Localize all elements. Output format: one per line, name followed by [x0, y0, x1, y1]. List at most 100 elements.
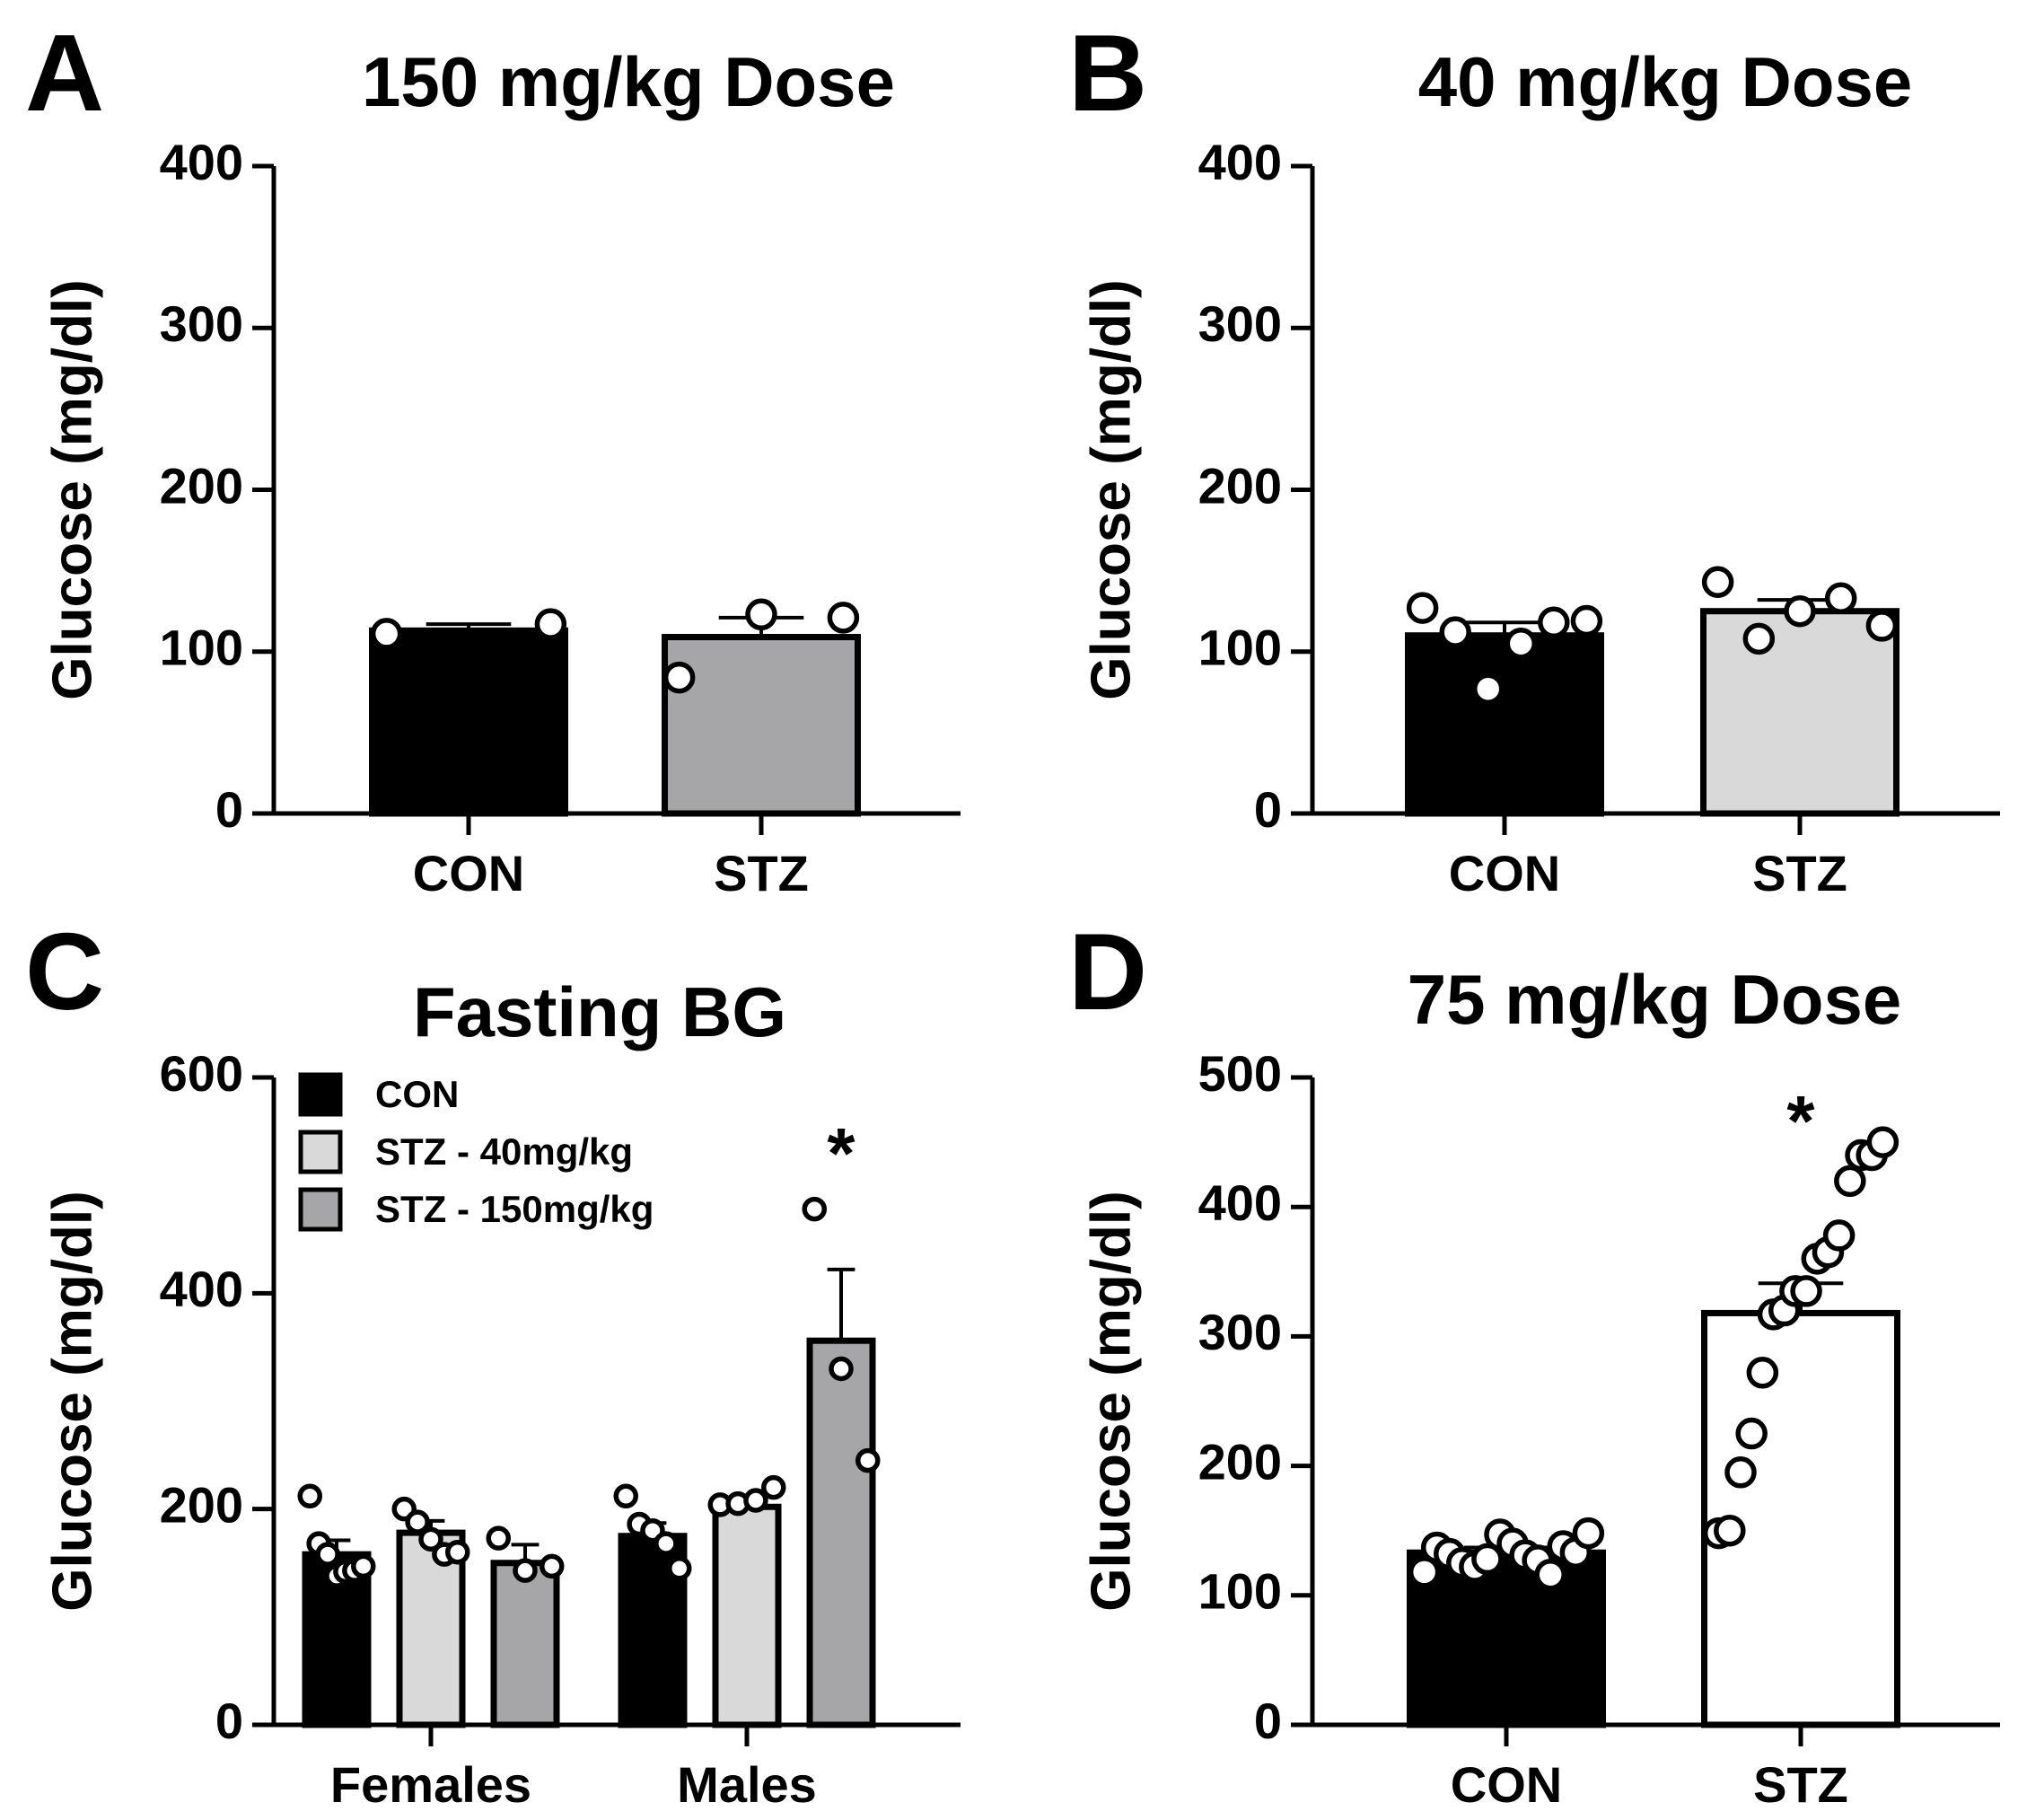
y-tick-label: 400 — [1198, 134, 1282, 190]
y-tick-label: 600 — [160, 1045, 243, 1102]
data-point — [855, 1447, 881, 1473]
bar — [806, 1337, 876, 1728]
x-tick-label: STZ — [1752, 845, 1847, 901]
panel-D: D 75 mg/kg Dose Glucose (mg/dl) 0 100 200 300 4… — [1068, 910, 2000, 1813]
y-tick-label: 200 — [160, 457, 243, 514]
x-tick-label: STZ — [714, 845, 809, 901]
data-point — [445, 1539, 470, 1565]
y-tick-label: 100 — [1198, 620, 1282, 676]
legend-swatch — [298, 1130, 343, 1174]
data-point — [1714, 1514, 1746, 1547]
data-point — [1822, 1219, 1856, 1252]
data-point — [613, 1483, 638, 1508]
y-axis-label: Glucose (mg/dl) — [1080, 279, 1142, 699]
data-point — [827, 602, 860, 634]
y-tick-label: 100 — [1198, 1563, 1282, 1620]
x-tick-label: CON — [413, 845, 524, 901]
y-tick-label: 300 — [1198, 295, 1282, 352]
y-tick-label: 300 — [160, 295, 243, 352]
bar — [712, 1503, 782, 1728]
y-tick-label: 300 — [1198, 1304, 1282, 1360]
data-point — [1534, 1558, 1566, 1591]
data-point — [1834, 1165, 1866, 1198]
y-tick-label: 400 — [1198, 1174, 1282, 1231]
y-axis-label: Glucose (mg/dl) — [41, 1191, 103, 1611]
panel-letter: B — [1068, 12, 1147, 134]
significance-asterisk: * — [827, 1113, 855, 1193]
data-point — [743, 1488, 768, 1513]
significance-asterisk: * — [1786, 1081, 1815, 1161]
y-tick-label: 400 — [160, 1261, 243, 1317]
panel-letter: A — [25, 12, 104, 134]
data-point — [315, 1542, 340, 1567]
x-tick-label: CON — [1449, 845, 1560, 901]
data-point — [1865, 610, 1899, 642]
legend-label: STZ - 40mg/kg — [375, 1130, 633, 1173]
bar — [1405, 632, 1604, 817]
data-point — [1790, 1275, 1822, 1307]
panel-letter: D — [1068, 910, 1147, 1033]
x-tick-label: STZ — [1753, 1756, 1848, 1813]
y-tick-label: 400 — [160, 134, 243, 190]
data-point — [1439, 616, 1471, 648]
chart-title: 40 mg/kg Dose — [1418, 42, 1913, 121]
data-point — [1538, 606, 1570, 639]
data-point — [667, 1556, 692, 1581]
y-tick-label: 0 — [1254, 781, 1282, 838]
legend-label: STZ - 150mg/kg — [375, 1188, 654, 1230]
data-point — [418, 1526, 443, 1552]
data-point — [745, 598, 777, 631]
y-tick-label: 500 — [1198, 1045, 1282, 1102]
data-point — [1746, 1357, 1779, 1389]
data-point — [1572, 1517, 1605, 1550]
data-point — [351, 1553, 376, 1579]
data-point — [829, 1356, 854, 1382]
data-point — [1784, 594, 1816, 628]
legend-swatch — [298, 1187, 343, 1232]
chart-title: Fasting BG — [413, 972, 786, 1051]
data-point — [370, 618, 403, 650]
y-tick-label: 0 — [1254, 1693, 1282, 1749]
x-tick-label: Females — [330, 1756, 531, 1813]
data-point — [802, 1196, 827, 1222]
x-tick-label: CON — [1451, 1756, 1562, 1813]
data-point — [1471, 1543, 1504, 1576]
data-point — [1406, 592, 1439, 624]
data-point — [662, 661, 696, 694]
data-point — [1570, 604, 1603, 637]
panel-B: B 40 mg/kg Dose Glucose (mg/dl) 0 100 200 300 4… — [1068, 12, 2000, 901]
data-point — [297, 1483, 322, 1508]
legend-swatch — [298, 1072, 343, 1117]
panel-C: C Fasting BG Glucose (mg/dl) 0 200 400 600 Fema… — [25, 910, 961, 1813]
bar — [490, 1560, 560, 1728]
data-point — [1866, 1126, 1900, 1158]
y-axis-label: Glucose (mg/dl) — [1080, 1191, 1142, 1611]
data-point — [486, 1525, 511, 1551]
bar — [369, 627, 568, 817]
chart-title: 150 mg/kg Dose — [362, 42, 895, 121]
chart-title: 75 mg/kg Dose — [1408, 960, 1902, 1039]
y-tick-label: 200 — [160, 1476, 243, 1533]
data-point — [1408, 1556, 1441, 1588]
y-tick-label: 200 — [1198, 457, 1282, 514]
legend: CON STZ - 40mg/kg STZ - 150mg/kg — [298, 1072, 654, 1232]
y-tick-label: 0 — [215, 1693, 243, 1749]
data-point — [654, 1531, 679, 1556]
bar — [662, 634, 861, 817]
bar — [396, 1529, 466, 1728]
bar — [1407, 1549, 1606, 1728]
data-point — [1724, 1456, 1757, 1489]
data-point — [761, 1474, 786, 1500]
y-tick-label: 200 — [1198, 1433, 1282, 1490]
panel-A: A 150 mg/kg Dose Glucose (mg/dl) 0 100 200 300… — [25, 12, 961, 901]
y-tick-label: 100 — [160, 620, 243, 676]
legend-label: CON — [375, 1073, 459, 1115]
data-point — [1735, 1417, 1768, 1450]
data-point — [1701, 566, 1734, 598]
data-point — [534, 608, 567, 640]
data-point — [540, 1553, 565, 1579]
y-tick-label: 0 — [215, 781, 243, 838]
data-point — [405, 1509, 430, 1534]
data-point — [513, 1558, 538, 1583]
